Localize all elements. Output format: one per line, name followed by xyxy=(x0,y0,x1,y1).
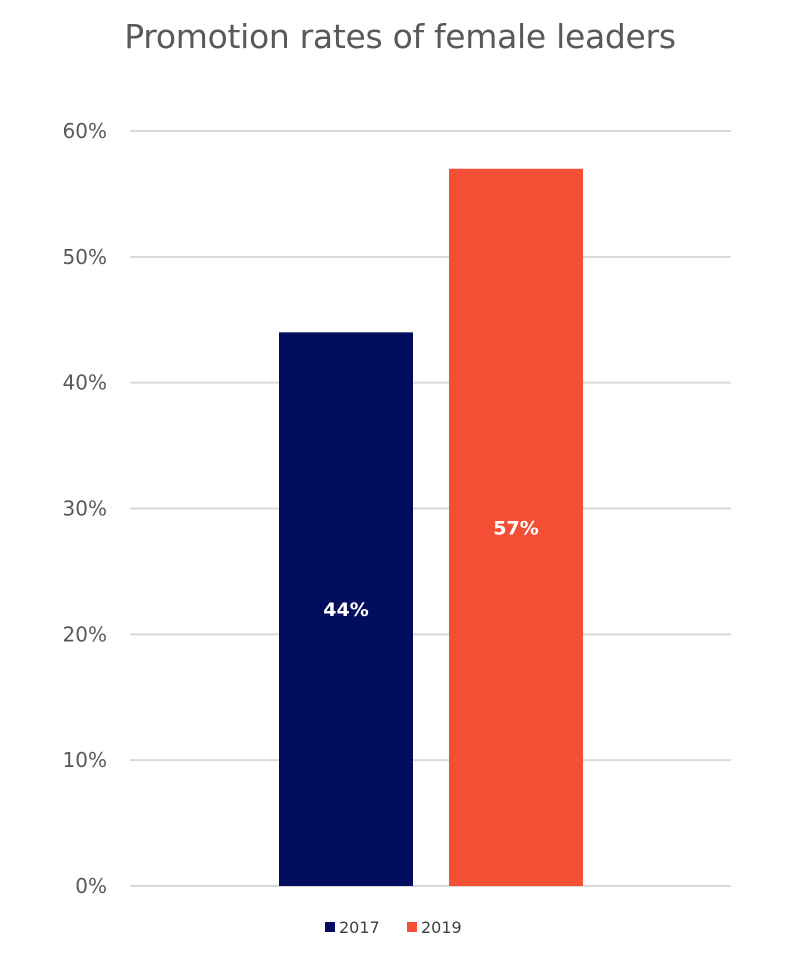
data-label-2017: 44% xyxy=(323,599,368,621)
y-tick-label: 60% xyxy=(63,119,107,143)
bar-2017 xyxy=(279,332,413,886)
gridlines xyxy=(130,130,731,887)
data-label-2019: 57% xyxy=(493,517,538,539)
chart-title: Promotion rates of female leaders xyxy=(124,17,676,56)
y-axis-ticks: 0% 10% 20% 30% 40% 50% 60% xyxy=(63,119,107,898)
legend-swatch-2019 xyxy=(407,922,417,932)
bars xyxy=(279,168,583,886)
y-tick-label: 50% xyxy=(63,245,107,269)
legend-label-2019: 2019 xyxy=(421,918,462,937)
legend-swatch-2017 xyxy=(325,922,335,932)
bar-2019 xyxy=(449,168,583,886)
y-tick-label: 30% xyxy=(63,497,107,521)
legend: 2017 2019 xyxy=(325,918,462,937)
y-tick-label: 0% xyxy=(75,874,107,898)
y-tick-label: 20% xyxy=(63,622,107,646)
y-tick-label: 40% xyxy=(63,371,107,395)
data-labels: 44% 57% xyxy=(323,517,538,621)
y-tick-label: 10% xyxy=(63,748,107,772)
legend-label-2017: 2017 xyxy=(339,918,380,937)
